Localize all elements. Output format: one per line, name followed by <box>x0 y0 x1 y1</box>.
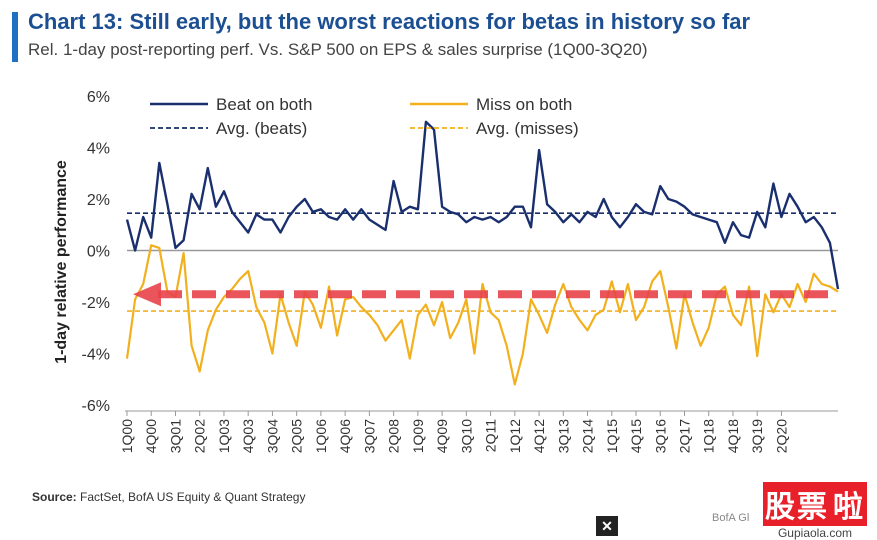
x-tick-label: 4Q00 <box>143 419 159 453</box>
watermark-url: Gupiaola.com <box>777 526 853 540</box>
y-tick-label: 4% <box>87 141 110 158</box>
series-miss-line <box>125 244 839 386</box>
y-tick-label: -6% <box>82 398 110 415</box>
source-note: Source: FactSet, BofA US Equity & Quant … <box>32 490 305 504</box>
x-tick-label: 1Q15 <box>604 419 620 453</box>
x-tick-label: 3Q01 <box>167 419 183 453</box>
x-tick-label: 4Q18 <box>725 419 741 453</box>
y-tick-label: 0% <box>87 244 110 261</box>
chart-title: Chart 13: Still early, but the worst rea… <box>28 9 751 34</box>
annotation-arrow-head <box>133 282 161 307</box>
x-tick-label: 3Q19 <box>749 419 765 453</box>
x-tick-label: 3Q13 <box>555 419 571 453</box>
legend-label: Beat on both <box>216 95 312 114</box>
x-tick-label: 1Q06 <box>313 419 329 453</box>
y-tick-label: -4% <box>82 347 110 364</box>
x-tick-label: 1Q18 <box>701 419 717 453</box>
watermark-logo: 股票啦 Gupiaola.com <box>758 482 872 540</box>
x-tick-label: 2Q02 <box>192 419 208 453</box>
legend-label: Avg. (misses) <box>476 119 579 138</box>
x-tick-label: 2Q14 <box>580 419 596 453</box>
y-tick-label: -2% <box>82 295 110 312</box>
source-text: FactSet, BofA US Equity & Quant Strategy <box>80 490 306 504</box>
x-tick-label: 4Q03 <box>240 419 256 453</box>
x-tick-label: 4Q06 <box>337 419 353 453</box>
title-accent-bar <box>12 12 18 62</box>
x-tick-label: 2Q11 <box>483 419 499 452</box>
y-axis-label: 1-day relative performance <box>53 160 70 364</box>
x-tick-label: 3Q04 <box>264 419 280 453</box>
y-tick-label: 6% <box>87 89 110 106</box>
x-tick-label: 2Q17 <box>676 419 692 453</box>
close-icon[interactable]: ✕ <box>596 516 618 536</box>
x-tick-label: 4Q09 <box>434 419 450 453</box>
x-tick-label: 4Q15 <box>628 419 644 453</box>
x-tick-label: 4Q12 <box>531 419 547 453</box>
x-tick-label: 3Q16 <box>652 419 668 453</box>
x-tick-label: 1Q00 <box>119 419 135 453</box>
footer-mark: BofA Gl <box>712 512 750 524</box>
series-beat-line <box>125 120 840 290</box>
x-tick-label: 2Q08 <box>386 419 402 453</box>
legend-label: Avg. (beats) <box>216 119 307 138</box>
x-tick-label: 2Q05 <box>289 419 305 453</box>
watermark-cn-1: 股票 <box>763 482 831 526</box>
chart-subtitle: Rel. 1-day post-reporting perf. Vs. S&P … <box>28 40 648 59</box>
x-tick-label: 1Q12 <box>507 419 523 453</box>
watermark-cn-2: 啦 <box>831 482 867 526</box>
y-tick-label: 2% <box>87 192 110 209</box>
x-tick-label: 1Q09 <box>410 419 426 453</box>
source-label: Source: <box>32 490 77 504</box>
x-tick-label: 2Q20 <box>773 419 789 453</box>
x-tick-label: 1Q03 <box>216 419 232 453</box>
x-tick-label: 3Q10 <box>458 419 474 453</box>
legend-label: Miss on both <box>476 95 572 114</box>
x-tick-label: 3Q07 <box>361 419 377 453</box>
